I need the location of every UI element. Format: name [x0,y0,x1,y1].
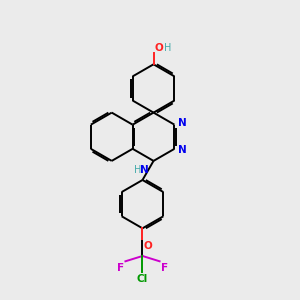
Text: O: O [155,43,164,52]
Text: H: H [164,43,172,52]
Text: N: N [178,145,187,155]
Text: N: N [140,166,149,176]
Text: H: H [134,166,141,176]
Text: F: F [161,263,168,273]
Text: F: F [117,263,124,273]
Text: Cl: Cl [137,274,148,284]
Text: N: N [178,118,187,128]
Text: O: O [144,241,152,251]
